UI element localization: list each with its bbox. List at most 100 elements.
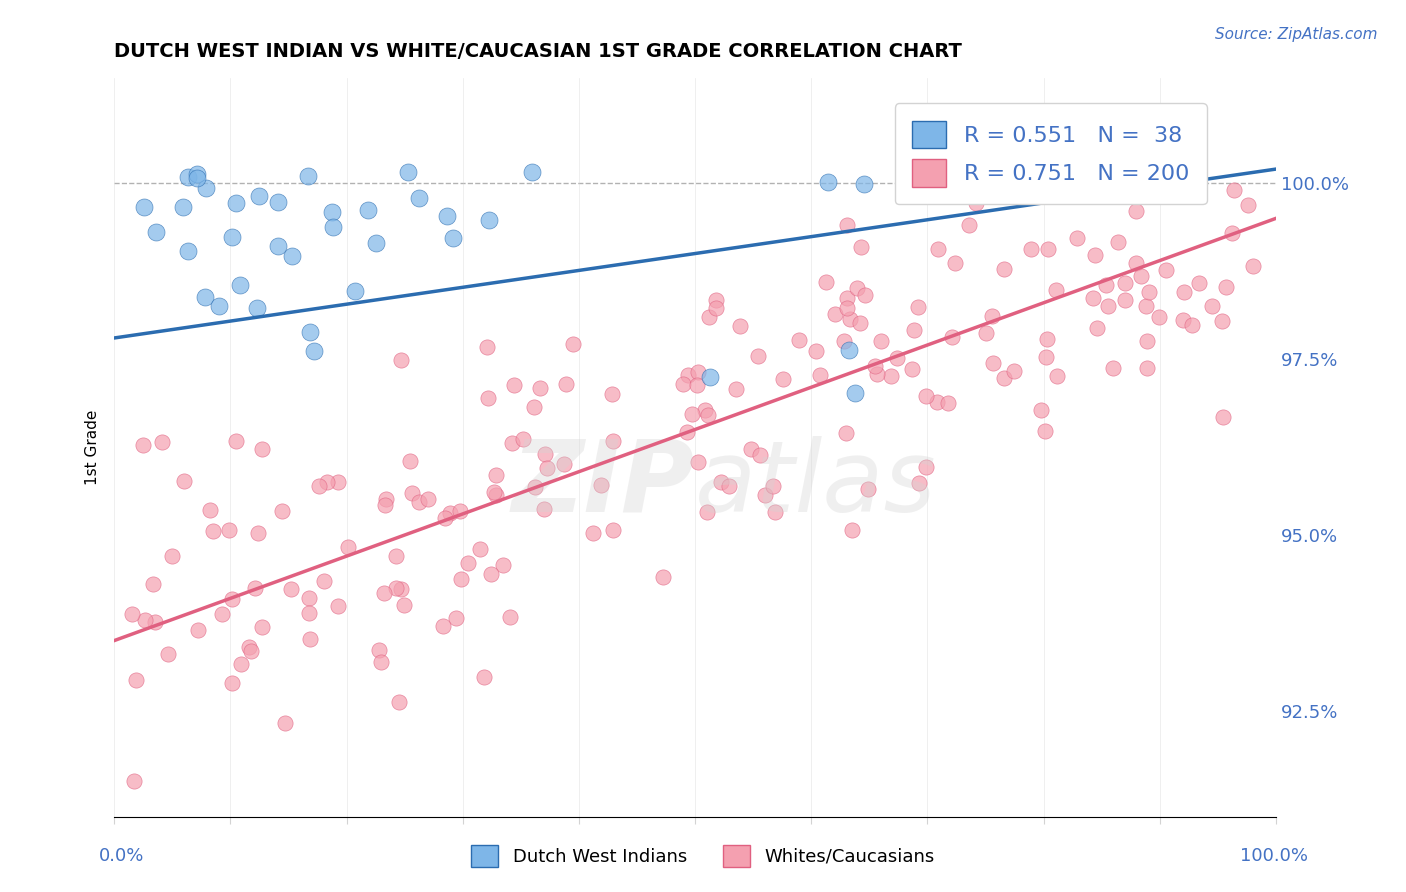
Point — [696, 504, 718, 518]
Point — [693, 403, 716, 417]
Point — [880, 368, 903, 383]
Point — [1222, 183, 1244, 197]
Point — [370, 656, 392, 670]
Point — [1137, 285, 1160, 299]
Point — [863, 359, 886, 373]
Point — [870, 334, 893, 349]
Point — [941, 171, 963, 186]
Point — [343, 285, 366, 299]
Point — [704, 301, 727, 315]
Point — [374, 498, 396, 512]
Point — [943, 256, 966, 270]
Point — [187, 623, 209, 637]
Point — [477, 391, 499, 405]
Point — [553, 458, 575, 472]
Point — [416, 492, 439, 507]
Point — [142, 577, 165, 591]
Point — [436, 210, 458, 224]
Point — [298, 326, 321, 340]
Point — [728, 318, 751, 333]
Point — [724, 382, 747, 396]
Point — [1241, 260, 1264, 274]
Point — [787, 334, 810, 348]
Point — [562, 337, 585, 351]
Point — [475, 340, 498, 354]
Point — [1149, 141, 1171, 155]
Point — [298, 606, 321, 620]
Y-axis label: 1st Grade: 1st Grade — [86, 409, 100, 484]
Point — [688, 366, 710, 380]
Point — [439, 506, 461, 520]
Point — [1173, 285, 1195, 299]
Point — [274, 716, 297, 731]
Point — [974, 326, 997, 341]
Point — [198, 503, 221, 517]
Point — [927, 242, 949, 256]
Point — [965, 195, 987, 210]
Point — [844, 386, 866, 401]
Point — [1156, 177, 1178, 191]
Point — [748, 448, 770, 462]
Point — [1033, 424, 1056, 438]
Point — [194, 290, 217, 304]
Point — [853, 177, 876, 191]
Point — [150, 435, 173, 450]
Point — [1102, 360, 1125, 375]
Point — [449, 504, 471, 518]
Point — [121, 607, 143, 621]
Point — [145, 225, 167, 239]
Point — [444, 611, 467, 625]
Point — [479, 566, 502, 581]
Point — [503, 378, 526, 392]
Point — [1036, 242, 1059, 256]
Point — [1185, 141, 1208, 155]
Point — [218, 524, 240, 538]
Point — [298, 632, 321, 647]
Point — [529, 381, 551, 395]
Point — [866, 368, 889, 382]
Point — [173, 474, 195, 488]
Point — [1045, 283, 1067, 297]
Point — [221, 675, 243, 690]
Point — [981, 356, 1004, 370]
Point — [1181, 318, 1204, 332]
Point — [1136, 334, 1159, 348]
Point — [697, 408, 720, 422]
Point — [849, 316, 872, 330]
Point — [936, 395, 959, 409]
Point — [478, 213, 501, 227]
Point — [835, 218, 858, 232]
Point — [221, 592, 243, 607]
Point — [824, 307, 846, 321]
Point — [1019, 242, 1042, 256]
Point — [221, 230, 243, 244]
Point — [280, 582, 302, 597]
Text: 100.0%: 100.0% — [1240, 847, 1308, 865]
Point — [512, 432, 534, 446]
Point — [808, 368, 831, 382]
Point — [247, 188, 270, 202]
Point — [993, 262, 1015, 277]
Point — [1215, 280, 1237, 294]
Point — [367, 643, 389, 657]
Text: atlas: atlas — [695, 435, 936, 533]
Legend: R = 0.551   N =  38, R = 0.751   N = 200: R = 0.551 N = 38, R = 0.751 N = 200 — [894, 103, 1206, 204]
Point — [814, 275, 837, 289]
Point — [385, 549, 408, 564]
Point — [523, 401, 546, 415]
Point — [1002, 364, 1025, 378]
Point — [845, 281, 868, 295]
Point — [1094, 278, 1116, 293]
Point — [856, 482, 879, 496]
Point — [485, 488, 508, 502]
Point — [602, 434, 624, 449]
Point — [491, 558, 513, 572]
Point — [321, 204, 343, 219]
Point — [1125, 256, 1147, 270]
Point — [1188, 277, 1211, 291]
Point — [835, 301, 858, 315]
Point — [304, 343, 326, 358]
Point — [903, 323, 925, 337]
Point — [231, 657, 253, 671]
Point — [392, 599, 415, 613]
